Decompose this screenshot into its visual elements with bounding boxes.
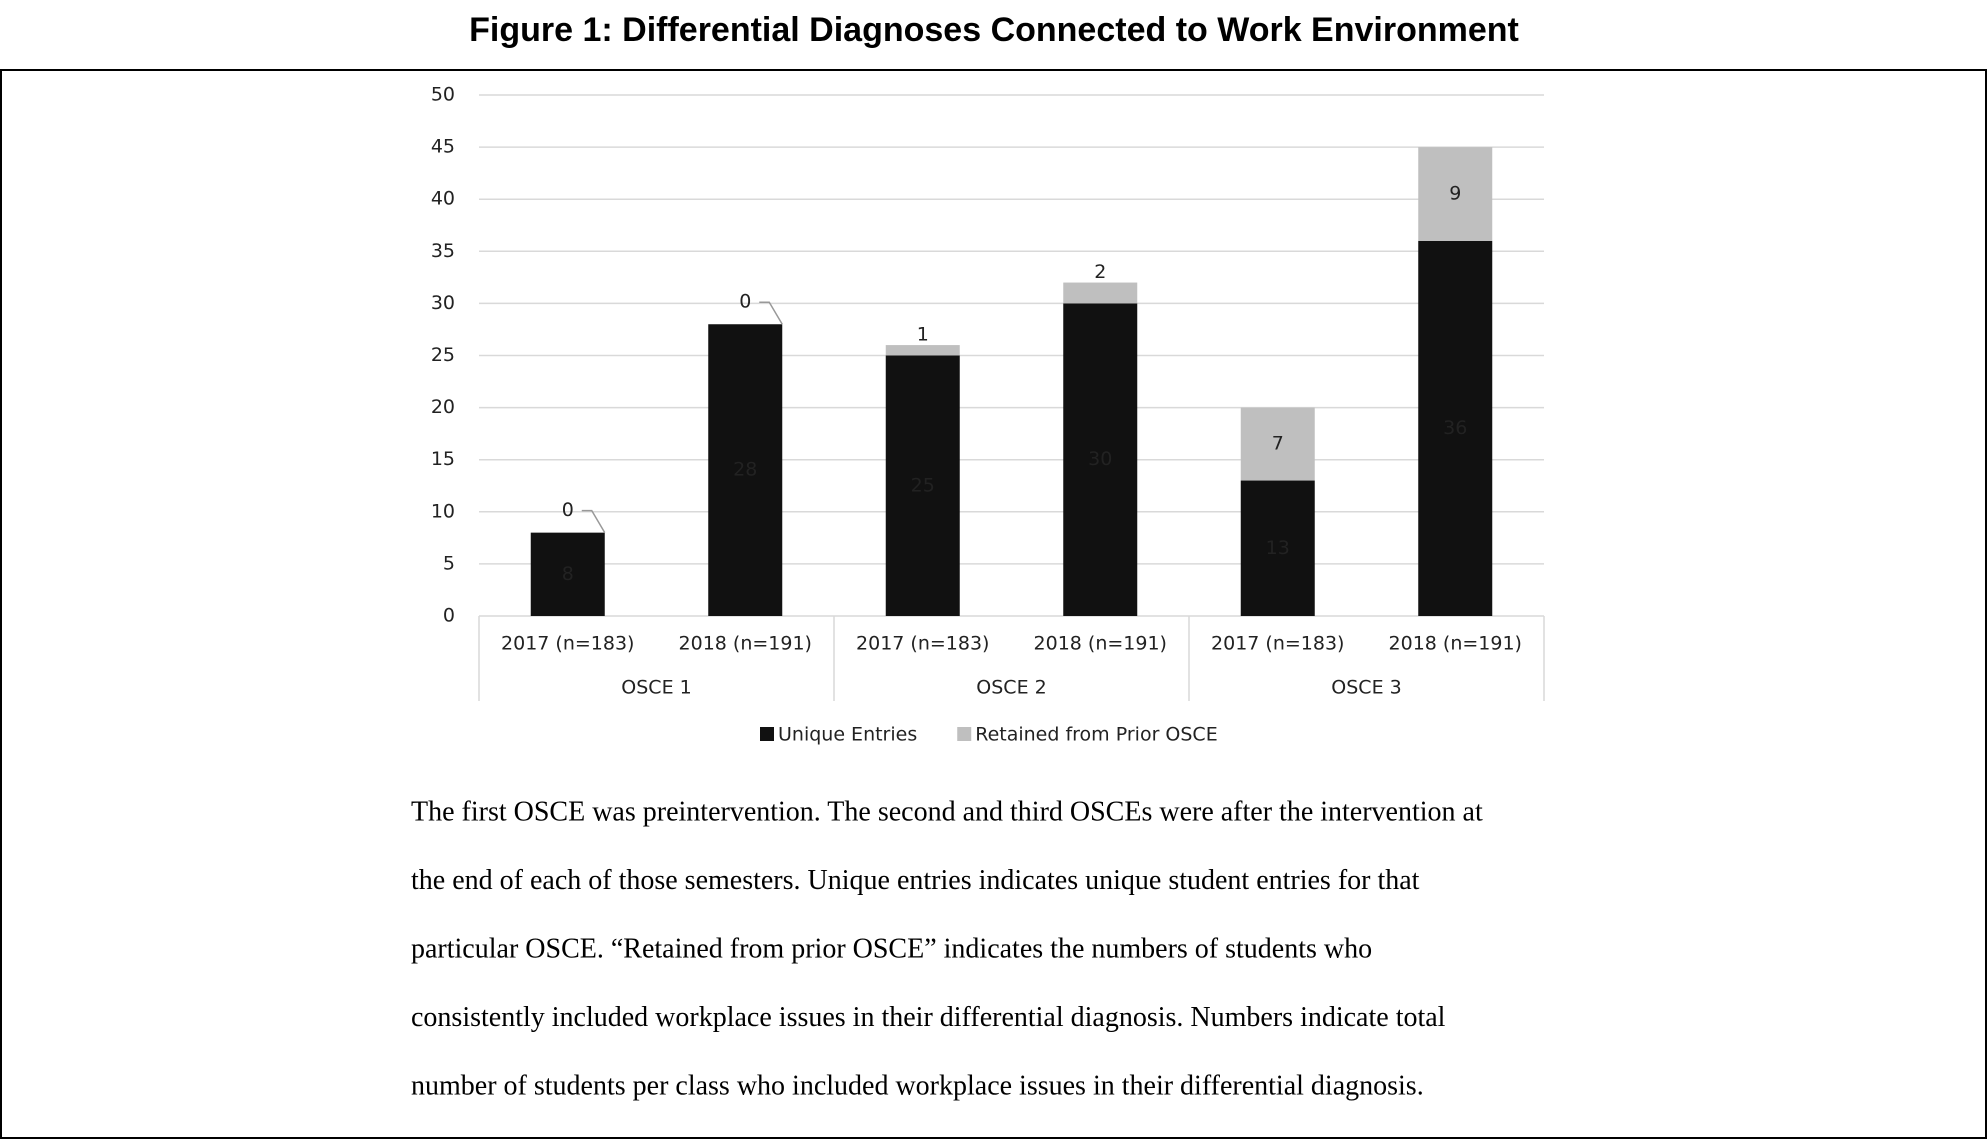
bar-segment	[885, 345, 960, 356]
note-line: consistently included workplace issues i…	[411, 1002, 1446, 1033]
y-tick-label: 20	[431, 396, 455, 418]
data-label: 2	[1094, 261, 1106, 283]
data-label: 28	[733, 459, 757, 481]
y-tick-label: 15	[431, 448, 455, 470]
y-tick-label: 30	[431, 292, 455, 314]
bar-segment	[1240, 480, 1315, 616]
data-label: 8	[562, 563, 574, 585]
x-tick-label: 2017 (n=183)	[501, 633, 634, 655]
note-line: number of students per class who include…	[411, 1070, 1424, 1101]
data-label: 36	[1443, 417, 1467, 439]
bar-segment	[885, 355, 960, 616]
y-tick-label: 0	[443, 605, 455, 627]
note-line: particular OSCE. “Retained from prior OS…	[411, 933, 1372, 964]
legend-label: Retained from Prior OSCE	[975, 724, 1217, 746]
data-label: 30	[1088, 448, 1112, 470]
y-tick-label: 45	[431, 136, 455, 158]
bar-segment	[1063, 282, 1138, 304]
leader-line	[759, 301, 783, 325]
x-tick-label: 2018 (n=191)	[679, 633, 812, 655]
data-label: 0	[739, 291, 751, 313]
x-tick-label: 2017 (n=183)	[1211, 633, 1344, 655]
data-label: 9	[1449, 182, 1461, 204]
legend-swatch	[760, 727, 774, 741]
data-label: 25	[911, 474, 935, 496]
bar-segment	[1063, 303, 1138, 616]
data-label: 0	[562, 499, 574, 521]
group-label: OSCE 2	[976, 677, 1046, 699]
bar-segment	[1240, 407, 1315, 481]
frame	[0, 69, 1987, 1139]
bar-segment	[530, 532, 605, 616]
y-tick-label: 5	[443, 552, 455, 574]
note-line: The first OSCE was preintervention. The …	[411, 796, 1483, 827]
y-tick-label: 40	[431, 188, 455, 210]
bar-segment	[708, 324, 783, 616]
chart-title: Figure 1: Differential Diagnoses Connect…	[469, 11, 1519, 49]
group-label: OSCE 3	[1331, 677, 1401, 699]
data-label: 7	[1272, 433, 1284, 455]
data-label: 1	[917, 324, 929, 346]
group-label: OSCE 1	[621, 677, 691, 699]
x-tick-label: 2018 (n=191)	[1034, 633, 1167, 655]
y-tick-label: 25	[431, 344, 455, 366]
legend-swatch	[957, 727, 972, 741]
bar-segment	[1418, 147, 1493, 241]
y-tick-label: 35	[431, 240, 455, 262]
x-tick-label: 2017 (n=183)	[856, 633, 989, 655]
leader-line	[581, 509, 606, 534]
y-tick-label: 10	[431, 500, 455, 522]
x-tick-label: 2018 (n=191)	[1389, 633, 1522, 655]
bar-segment	[1418, 240, 1493, 616]
y-tick-label: 50	[431, 84, 455, 106]
data-label: 13	[1266, 537, 1290, 559]
note-line: the end of each of those semesters. Uniq…	[411, 865, 1420, 896]
legend-label: Unique Entries	[778, 724, 917, 746]
